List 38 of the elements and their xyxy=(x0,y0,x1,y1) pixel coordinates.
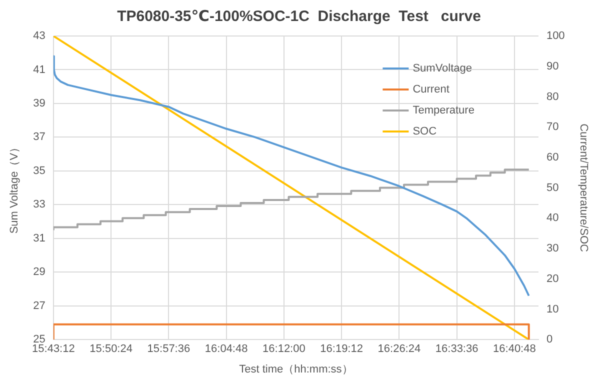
y-axis-title: Sum Voltage（V） xyxy=(8,142,21,234)
y-tick-label: 25 xyxy=(33,334,46,346)
chart-title: TP6080-35℃-100%SOC-1C Discharge Test curve xyxy=(117,8,481,26)
x-tick-label: 15:57:36 xyxy=(147,343,190,356)
x-tick-label: 16:33:36 xyxy=(435,343,478,356)
y-tick-label: 43 xyxy=(33,30,46,42)
y-tick-label: 33 xyxy=(33,198,46,211)
y2-tick-label: 40 xyxy=(546,212,559,224)
x-axis-title: Test time（hh:mm:ss） xyxy=(239,363,353,376)
x-tick-label: 16:12:00 xyxy=(262,343,306,356)
y-tick-label: 29 xyxy=(33,266,46,278)
y-tick-label: 27 xyxy=(33,300,46,312)
y2-tick-label: 60 xyxy=(546,151,559,164)
legend-label: SumVoltage xyxy=(412,62,472,75)
x-tick-label: 16:26:24 xyxy=(378,343,421,356)
y-tick-label: 41 xyxy=(33,64,46,76)
y2-tick-label: 0 xyxy=(546,334,553,346)
y2-tick-label: 50 xyxy=(546,182,559,194)
y2-tick-label: 70 xyxy=(546,121,559,134)
y2-tick-label: 80 xyxy=(546,90,559,103)
x-tick-label: 16:19:12 xyxy=(320,343,363,356)
legend-label: Current xyxy=(412,84,450,96)
y2-tick-label: 10 xyxy=(546,303,559,316)
y-tick-label: 31 xyxy=(33,232,46,244)
y-tick-label: 37 xyxy=(33,131,46,144)
y2-axis-title: Current/Temperature/SOC xyxy=(577,124,590,252)
legend-label: Temperature xyxy=(412,104,474,117)
y2-tick-label: 100 xyxy=(546,30,565,42)
x-tick-label: 16:04:48 xyxy=(204,343,248,356)
x-tick-label: 15:43:12 xyxy=(32,343,75,356)
x-tick-label: 16:40:48 xyxy=(493,343,536,356)
y-tick-label: 39 xyxy=(33,98,46,110)
legend-label: SOC xyxy=(412,126,437,138)
y2-tick-label: 90 xyxy=(546,60,559,72)
y2-tick-label: 30 xyxy=(546,242,559,255)
y-tick-label: 35 xyxy=(33,164,46,177)
y2-tick-label: 20 xyxy=(546,272,559,285)
x-tick-label: 15:50:24 xyxy=(90,343,132,356)
